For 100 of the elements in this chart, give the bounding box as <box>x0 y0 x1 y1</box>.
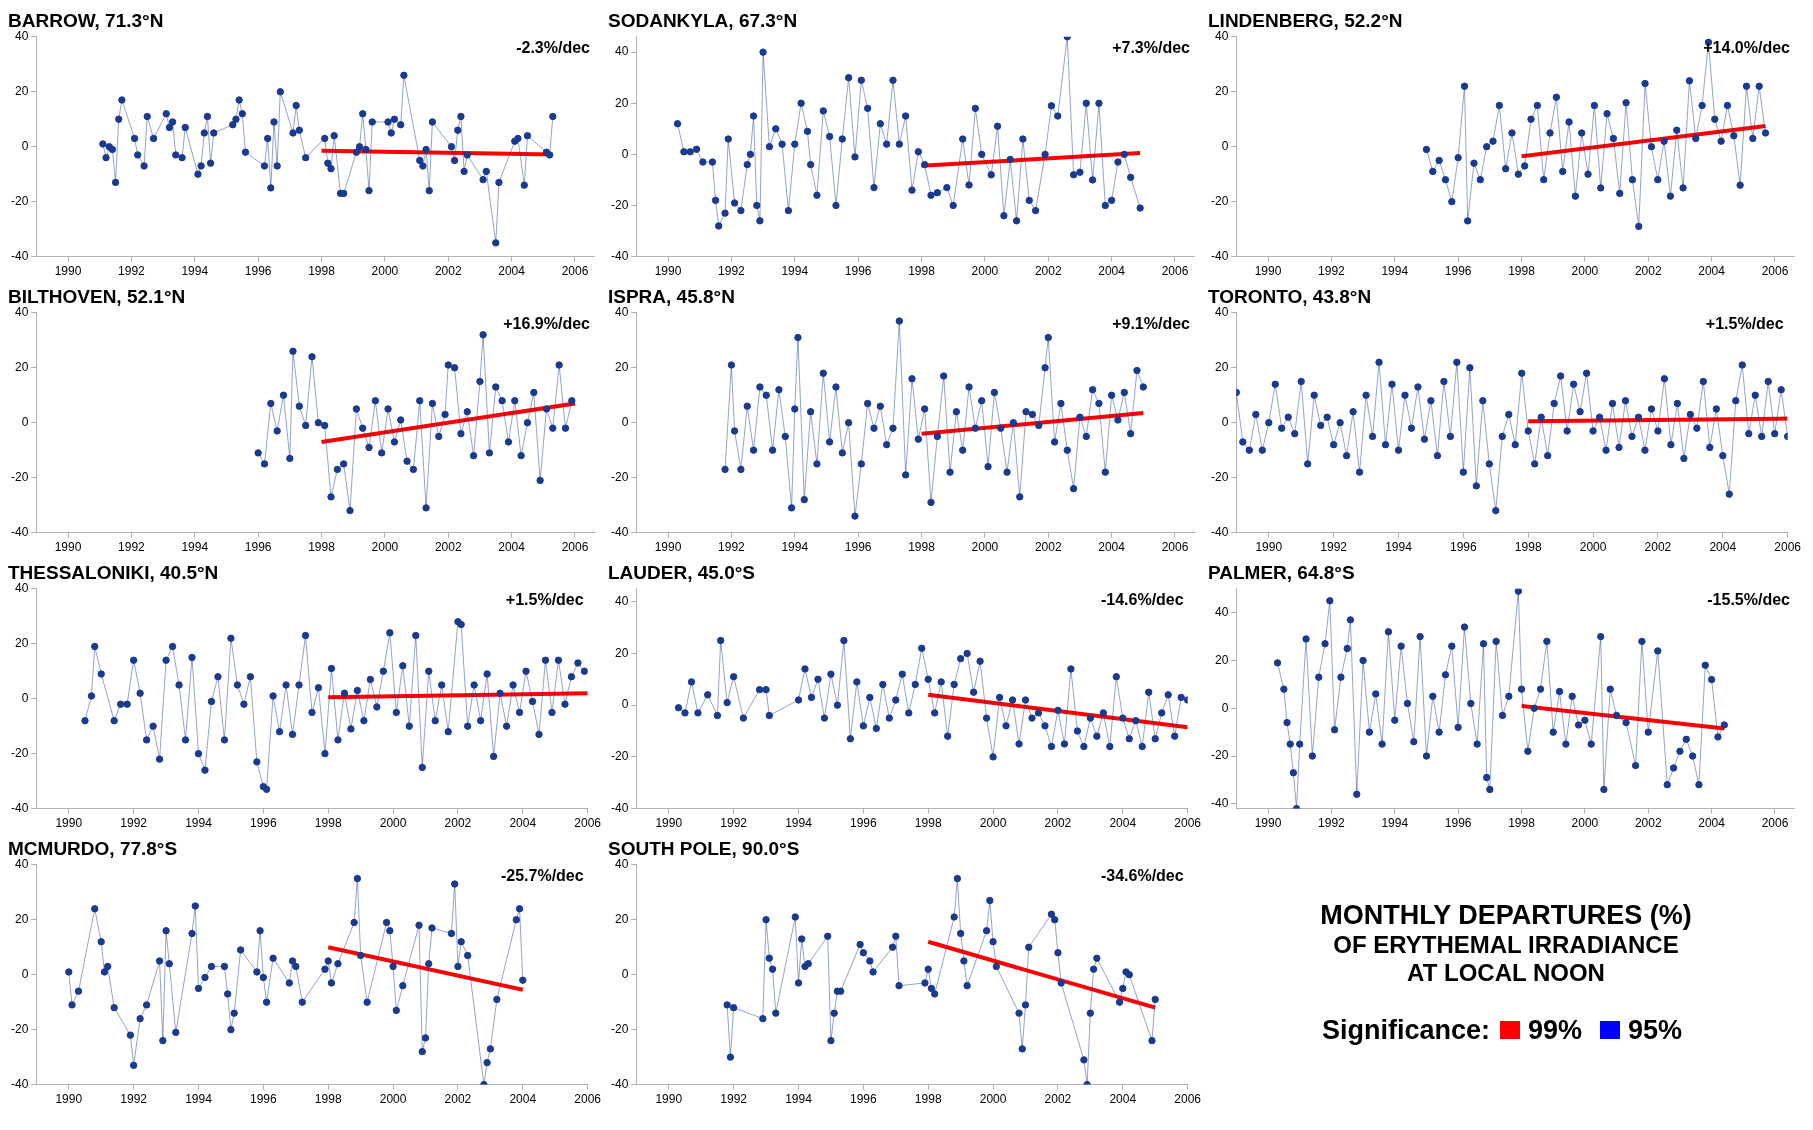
y-tick-label: -20 <box>611 469 629 484</box>
y-tick-label: 0 <box>21 967 29 982</box>
x-tick-label: 1994 <box>181 264 209 279</box>
y-tick-label: -40 <box>11 524 29 539</box>
y-tick-label: -20 <box>611 749 629 764</box>
y-tick-label: -20 <box>11 193 29 208</box>
x-tick-label: 2002 <box>1044 816 1072 831</box>
x-tick-label: 2006 <box>1161 540 1189 555</box>
chart-title: SOUTH POLE, 90.0°S <box>608 837 800 859</box>
x-tick-label: 1992 <box>718 540 746 555</box>
y-tick-label: 0 <box>621 697 629 712</box>
x-tick-label: 1990 <box>1255 540 1283 555</box>
y-tick-label: -40 <box>611 248 629 263</box>
x-tick-label: 2004 <box>1098 540 1126 555</box>
annotation: +1.5%/dec <box>1705 315 1784 333</box>
x-tick-label: 1996 <box>1444 264 1472 279</box>
y-tick-label: 0 <box>1221 415 1229 430</box>
chart-title: BILTHOVEN, 52.1°N <box>8 285 186 307</box>
x-tick-label: 2002 <box>1644 540 1672 555</box>
y-tick-label: 20 <box>614 360 629 375</box>
x-tick-label: 2004 <box>509 1092 537 1107</box>
x-tick-label: 1998 <box>914 1092 942 1107</box>
x-tick-label: 2002 <box>434 264 462 279</box>
y-tick-label: 20 <box>14 84 29 99</box>
y-tick-label: 20 <box>14 912 29 927</box>
x-tick-label: 1994 <box>1381 816 1409 831</box>
x-tick-label: 1998 <box>1508 264 1536 279</box>
x-tick-label: 2002 <box>444 816 472 831</box>
y-tick-label: -20 <box>1211 193 1229 208</box>
x-tick-label: 2000 <box>379 816 407 831</box>
y-tick-label: 40 <box>1214 305 1229 320</box>
x-tick-label: 1992 <box>720 816 748 831</box>
annotation: -34.6%/dec <box>1100 867 1184 885</box>
x-tick-label: 2002 <box>1634 816 1662 831</box>
y-tick-label: 40 <box>14 305 29 320</box>
x-tick-label: 1990 <box>655 1092 683 1107</box>
x-tick-label: 1990 <box>55 1092 83 1107</box>
legend-label: 99% <box>1527 1014 1583 1046</box>
x-tick-label: 2000 <box>971 540 999 555</box>
legend-label: 95% <box>1628 1014 1683 1046</box>
text: OF ERYTHEMAL IRRADIANCE AT LOCAL NOON <box>1333 931 1679 987</box>
x-tick-label: 1994 <box>1381 264 1409 279</box>
x-tick-label: 1992 <box>718 264 746 279</box>
x-tick-label: 1990 <box>654 540 682 555</box>
x-tick-label: 2006 <box>1774 540 1802 555</box>
y-tick-label: 20 <box>1214 360 1229 375</box>
x-tick-label: 2000 <box>371 540 399 555</box>
x-tick-label: 1992 <box>120 816 148 831</box>
y-tick-label: 0 <box>1221 139 1229 154</box>
annotation: +9.1%/dec <box>1112 315 1191 333</box>
y-tick-label: 0 <box>621 146 629 161</box>
x-tick-label: 2002 <box>1634 264 1662 279</box>
annotation: +14.0%/dec <box>1703 39 1791 57</box>
x-tick-label: 2004 <box>1709 540 1737 555</box>
y-tick-label: 40 <box>1214 605 1229 619</box>
x-tick-label: 2000 <box>1571 816 1599 831</box>
x-tick-label: 2004 <box>498 264 526 279</box>
x-tick-label: 1990 <box>1254 264 1282 279</box>
x-tick-label: 2004 <box>498 540 526 555</box>
chart-title: LAUDER, 45.0°S <box>608 561 755 583</box>
annotation: -25.7%/dec <box>500 867 584 885</box>
x-tick-label: 1990 <box>655 816 683 831</box>
x-tick-label: 1992 <box>118 540 146 555</box>
x-tick-label: 2006 <box>561 540 589 555</box>
y-tick-label: -40 <box>611 800 629 815</box>
annotation: +16.9%/dec <box>503 315 591 333</box>
x-tick-label: 1992 <box>1320 540 1348 555</box>
x-tick-label: 1994 <box>185 816 213 831</box>
x-tick-label: 1990 <box>55 816 83 831</box>
annotation: +1.5%/dec <box>505 591 584 609</box>
x-tick-label: 1998 <box>908 264 936 279</box>
chart-title: THESSALONIKI, 40.5°N <box>8 561 219 583</box>
y-tick-label: 40 <box>14 29 29 44</box>
y-tick-label: 0 <box>621 415 629 430</box>
y-tick-label: -40 <box>11 1076 29 1091</box>
x-tick-label: 2002 <box>434 540 462 555</box>
x-tick-label: 2004 <box>509 816 537 831</box>
x-tick-label: 2000 <box>971 264 999 279</box>
y-tick-label: 0 <box>21 139 29 154</box>
y-tick-label: 0 <box>21 415 29 430</box>
y-tick-label: -20 <box>611 1021 629 1036</box>
x-tick-label: 2002 <box>1034 264 1062 279</box>
y-tick-label: 40 <box>614 44 629 59</box>
x-tick-label: 1998 <box>1514 540 1542 555</box>
x-tick-label: 1996 <box>1444 816 1472 831</box>
x-tick-label: 2002 <box>444 1092 472 1107</box>
x-tick-label: 1996 <box>244 540 272 555</box>
x-tick-label: 1994 <box>785 816 813 831</box>
y-tick-label: 0 <box>1221 700 1229 715</box>
chart-title: PALMER, 64.8°S <box>1208 561 1355 583</box>
x-tick-label: 2006 <box>1161 264 1189 279</box>
y-tick-label: -40 <box>611 1076 629 1091</box>
x-tick-label: 2004 <box>1109 1092 1137 1107</box>
y-tick-label: -20 <box>1211 748 1229 763</box>
x-tick-label: 1992 <box>720 1092 748 1107</box>
y-tick-label: -20 <box>11 1021 29 1036</box>
x-tick-label: 1992 <box>1318 264 1346 279</box>
chart-title: SODANKYLA, 67.3°N <box>608 9 798 31</box>
x-tick-label: 1990 <box>54 540 82 555</box>
x-tick-label: 1994 <box>781 264 809 279</box>
